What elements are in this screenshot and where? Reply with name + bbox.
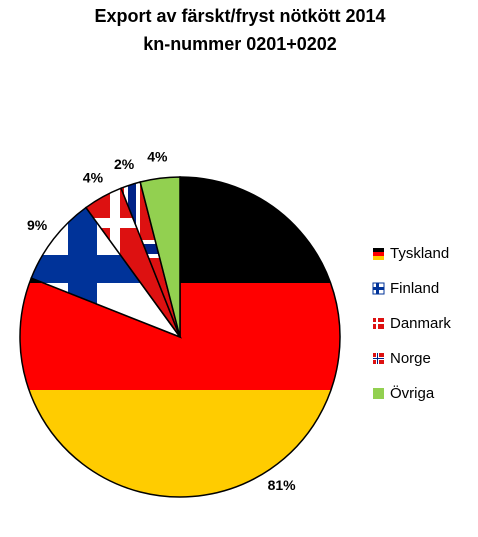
data-label: 9% [27,217,48,233]
legend-label: Finland [390,280,439,297]
data-label: 4% [83,169,104,185]
legend-icon [373,318,384,329]
legend: Tyskland Finland Danmark Norge Övriga [372,245,451,402]
legend-label: Danmark [390,315,451,332]
data-label: 81% [268,477,297,493]
legend-label: Övriga [390,384,435,402]
legend-label: Tyskland [390,245,449,262]
data-label: 2% [114,156,135,172]
legend-label: Norge [390,350,431,367]
pie-slice [139,176,181,338]
data-label: 4% [147,148,168,164]
chart-title: Export av färskt/fryst nötkött 2014 [94,6,385,26]
legend-icon [373,353,384,364]
pie-slice [30,206,183,339]
chart-subtitle: kn-nummer 0201+0202 [143,34,337,54]
legend-icon [373,248,384,260]
legend-icon [372,282,385,295]
legend-icon [373,388,384,399]
